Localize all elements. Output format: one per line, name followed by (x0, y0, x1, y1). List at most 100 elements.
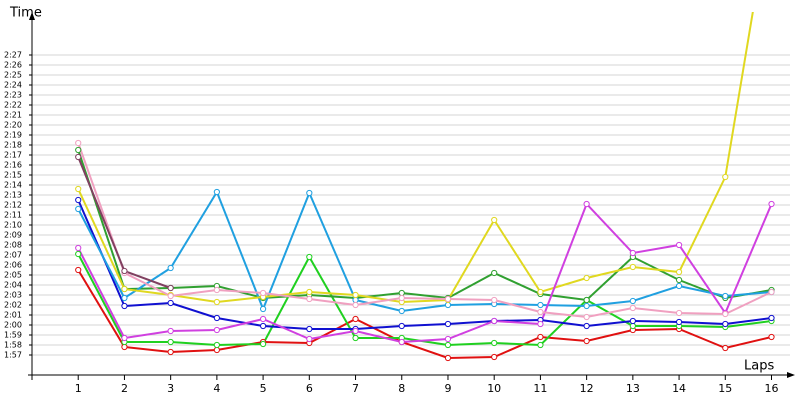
data-point (491, 353, 498, 361)
data-point (537, 288, 544, 296)
data-point (629, 322, 636, 330)
data-point (537, 320, 544, 328)
data-point (675, 276, 683, 284)
data-point (537, 341, 544, 349)
data-point (167, 299, 174, 307)
data-point (167, 338, 174, 346)
x-tick-label: 11 (533, 382, 547, 395)
data-point (444, 295, 452, 303)
y-tick-label: 1:58 (4, 341, 22, 350)
x-axis-arrow (787, 372, 795, 378)
series-line (77, 142, 772, 319)
x-tick-label: 4 (213, 382, 220, 395)
data-point (583, 296, 590, 304)
data-point (629, 249, 636, 257)
x-tick-label: 2 (121, 382, 128, 395)
y-tick-label: 2:14 (4, 181, 22, 190)
data-point (444, 320, 452, 328)
data-point (213, 188, 220, 196)
y-tick-label: 2:26 (4, 61, 22, 70)
data-point (675, 268, 683, 276)
data-point (306, 253, 313, 261)
y-tick-label: 1:59 (4, 331, 22, 340)
data-point (583, 200, 590, 208)
data-point (306, 189, 313, 197)
data-point (444, 301, 452, 309)
data-point (768, 200, 775, 208)
data-point (75, 196, 82, 204)
data-point (583, 302, 590, 310)
data-point (768, 333, 775, 341)
data-point (352, 327, 359, 335)
data-point (213, 341, 220, 349)
x-tick-label: 6 (306, 382, 313, 395)
y-tick-label: 2:22 (4, 101, 22, 110)
data-point (213, 286, 220, 294)
data-point (537, 333, 544, 341)
data-point (444, 335, 452, 343)
data-point (259, 305, 267, 313)
y-tick-label: 2:17 (4, 151, 22, 160)
data-point (537, 301, 544, 309)
y-tick-label: 2:02 (4, 301, 22, 310)
data-point (213, 314, 220, 322)
data-point (259, 322, 267, 330)
data-point (583, 322, 590, 330)
data-point (768, 288, 775, 296)
y-tick-label: 2:12 (4, 201, 22, 210)
y-tick-label: 2:16 (4, 161, 22, 170)
x-tick-label: 15 (718, 382, 732, 395)
data-point (722, 292, 729, 300)
y-tick-label: 2:09 (4, 231, 22, 240)
data-point (491, 296, 498, 304)
data-point (398, 307, 405, 315)
data-point (259, 340, 267, 348)
data-point (491, 317, 498, 325)
data-point (167, 284, 174, 292)
data-point (398, 322, 405, 330)
data-point (629, 304, 636, 312)
y-tick-label: 2:15 (4, 171, 22, 180)
plot-area (75, 12, 775, 362)
x-tick-label: 10 (487, 382, 501, 395)
data-point (722, 173, 729, 181)
y-tick-label: 2:10 (4, 221, 22, 230)
data-point (629, 317, 636, 325)
y-tick-label: 2:25 (4, 71, 22, 80)
series-line (77, 199, 772, 330)
data-point (722, 310, 729, 318)
data-point (121, 302, 128, 310)
data-point (121, 285, 128, 293)
data-point (121, 343, 128, 351)
y-tick-label: 1:57 (4, 351, 22, 360)
x-tick-label: 8 (398, 382, 405, 395)
data-point (629, 297, 636, 305)
data-point (306, 325, 313, 333)
y-tick-label: 2:01 (4, 311, 22, 320)
data-point (491, 269, 498, 277)
y-tick-label: 2:18 (4, 141, 22, 150)
data-point (75, 153, 82, 161)
x-axis-label: Laps (744, 359, 774, 374)
y-tick-label: 2:08 (4, 241, 22, 250)
data-point (444, 341, 452, 349)
data-point (352, 334, 359, 342)
data-point (259, 289, 267, 297)
x-tick-label: 9 (444, 382, 451, 395)
data-point (583, 313, 590, 321)
data-point (75, 244, 82, 252)
data-point (675, 241, 683, 249)
data-point (306, 288, 313, 296)
series-line (77, 189, 772, 313)
data-point (491, 339, 498, 347)
data-point (583, 274, 590, 282)
y-tick-label: 2:05 (4, 271, 22, 280)
y-tick-label: 2:06 (4, 261, 22, 270)
series-line (77, 269, 772, 360)
x-tick-label: 12 (580, 382, 594, 395)
data-point (306, 335, 313, 343)
x-tick-label: 5 (260, 382, 267, 395)
y-tick-label: 2:20 (4, 121, 22, 130)
data-point (491, 216, 498, 224)
